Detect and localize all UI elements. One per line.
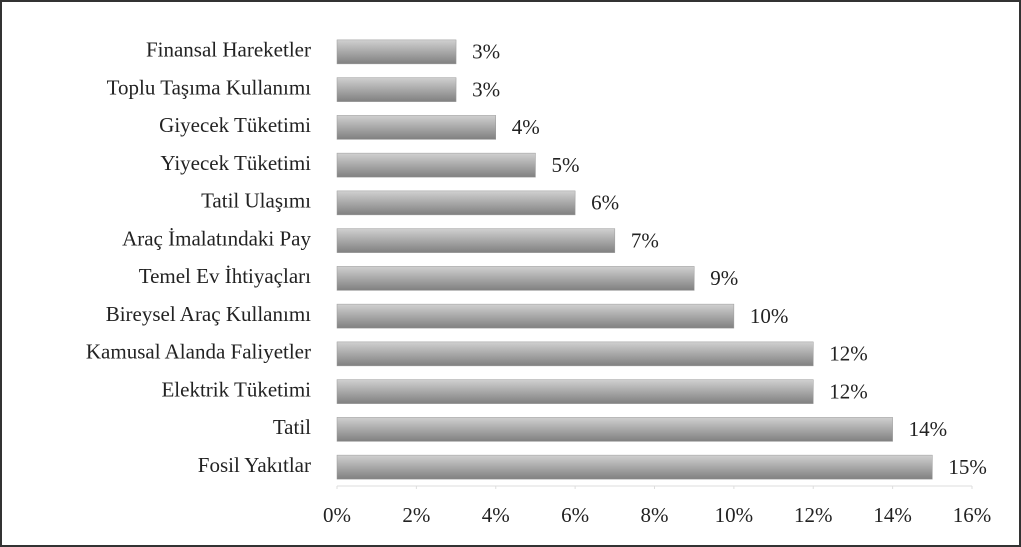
x-tick-label: 8% bbox=[641, 503, 669, 527]
y-tick-label: Kamusal Alanda Faliyetler bbox=[86, 340, 311, 364]
bar bbox=[336, 77, 457, 102]
value-label: 3% bbox=[472, 40, 500, 64]
y-tick-label: Yiyecek Tüketimi bbox=[160, 151, 311, 175]
x-tick-label: 14% bbox=[873, 503, 912, 527]
bar bbox=[336, 39, 457, 65]
x-tick-label: 10% bbox=[715, 503, 754, 527]
x-tick-label: 6% bbox=[561, 503, 589, 527]
value-label: 12% bbox=[829, 342, 868, 366]
bar bbox=[336, 454, 933, 480]
y-tick-label: Araç İmalatındaki Pay bbox=[122, 226, 311, 250]
value-label: 12% bbox=[829, 379, 868, 403]
value-label: 5% bbox=[551, 153, 579, 177]
x-tick-label: 16% bbox=[953, 503, 992, 527]
x-tick-label: 12% bbox=[794, 503, 833, 527]
y-tick-label: Tatil bbox=[273, 415, 311, 439]
y-tick-label: Bireysel Araç Kullanımı bbox=[106, 302, 311, 326]
bar bbox=[336, 115, 496, 140]
y-tick-label: Temel Ev İhtiyaçları bbox=[139, 264, 311, 288]
bar bbox=[336, 190, 576, 216]
bar bbox=[336, 341, 814, 367]
y-tick-label: Toplu Taşıma Kullanımı bbox=[107, 75, 311, 99]
bar bbox=[336, 303, 735, 329]
value-label: 10% bbox=[750, 304, 789, 328]
bar bbox=[336, 228, 616, 253]
bar bbox=[336, 379, 814, 404]
x-tick-label: 0% bbox=[323, 503, 351, 527]
value-label: 4% bbox=[512, 115, 540, 139]
bar bbox=[336, 266, 695, 291]
x-tick-label: 2% bbox=[402, 503, 430, 527]
value-label: 15% bbox=[948, 455, 987, 479]
y-tick-label: Tatil Ulaşımı bbox=[201, 189, 311, 213]
bar bbox=[336, 152, 536, 178]
y-tick-label: Elektrik Tüketimi bbox=[161, 377, 311, 401]
value-label: 14% bbox=[909, 417, 948, 441]
value-label: 3% bbox=[472, 77, 500, 101]
x-tick-label: 4% bbox=[482, 503, 510, 527]
y-tick-label: Giyecek Tüketimi bbox=[159, 113, 311, 137]
y-tick-label: Finansal Hareketler bbox=[146, 38, 311, 62]
value-label: 7% bbox=[631, 228, 659, 252]
y-tick-label: Fosil Yakıtlar bbox=[198, 453, 311, 477]
value-label: 6% bbox=[591, 191, 619, 215]
value-label: 9% bbox=[710, 266, 738, 290]
bar bbox=[336, 417, 893, 442]
